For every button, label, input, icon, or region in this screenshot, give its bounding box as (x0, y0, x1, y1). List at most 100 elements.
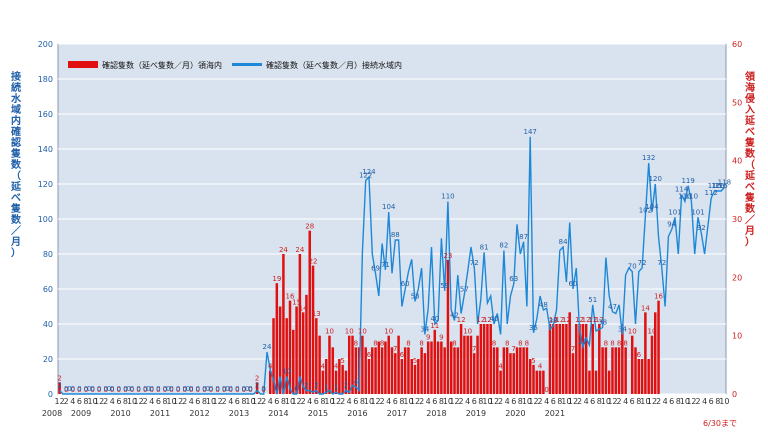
line-data-label: 71 (381, 261, 390, 269)
bar (430, 341, 433, 394)
x-month-tick-label: 10 (127, 397, 137, 406)
line-data-label: 2 (314, 382, 318, 390)
x-year-label: 2008 (42, 409, 62, 418)
line-data-label: 84 (559, 238, 568, 246)
x-month-tick-label: 2 (340, 397, 345, 406)
line-data-label: 27 (578, 338, 587, 346)
y-left-tick-label: 200 (38, 40, 53, 49)
bar (601, 347, 604, 394)
bar-data-label: 8 (610, 339, 614, 347)
x-month-tick-label: 4 (584, 397, 589, 406)
bar (594, 370, 598, 394)
x-month-tick-label: 6 (353, 397, 358, 406)
x-month-tick-label: 12 (94, 397, 104, 406)
bar (476, 335, 479, 394)
bar (318, 335, 321, 394)
bar-data-label: 0 (77, 386, 81, 394)
x-month-tick-label: 2 (656, 397, 661, 406)
line-data-label: 101 (691, 208, 704, 216)
line-data-label: 24 (262, 343, 271, 351)
line-data-label: 34 (618, 326, 627, 334)
bar-data-label: 0 (150, 386, 154, 394)
x-month-tick-label: 8 (320, 397, 325, 406)
bar (58, 382, 61, 394)
line-data-label: 0 (107, 385, 111, 393)
bar (634, 347, 637, 394)
bar (282, 254, 285, 394)
x-month-tick-label: 8 (715, 397, 720, 406)
line-data-label: 0 (71, 385, 75, 393)
x-month-tick-label: 2 (143, 397, 148, 406)
bar-data-label: 0 (215, 386, 219, 394)
x-year-label: 2017 (387, 409, 407, 418)
bar-data-label: 12 (555, 316, 564, 324)
bar (298, 254, 302, 394)
y-right-tick-label: 20 (732, 273, 742, 282)
x-month-tick-label: 6 (472, 397, 477, 406)
line-data-label: 119 (681, 177, 694, 185)
bar-data-label: 24 (279, 246, 288, 254)
axis-title-char: ） (745, 235, 755, 248)
line-data-label: 0 (205, 385, 209, 393)
y-left-tick-label: 40 (43, 320, 53, 329)
x-month-tick-label: 2 (103, 397, 108, 406)
line-data-label: 0 (150, 385, 154, 393)
bar-data-label: 0 (248, 386, 252, 394)
line-data-label: 38 (598, 319, 607, 327)
line-data-label: 2 (255, 382, 259, 390)
x-month-tick-label: 10 (285, 397, 295, 406)
bar-data-label: 5 (531, 357, 535, 365)
line-data-label: 0 (127, 385, 131, 393)
bar-data-label: 12 (457, 316, 466, 324)
bar-data-label: 0 (117, 386, 121, 394)
bar-data-label: 0 (123, 386, 127, 394)
line-data-label: 0 (182, 385, 186, 393)
bar (426, 341, 430, 394)
axis-title-char: 領 (744, 70, 756, 83)
line-data-label: 42 (450, 312, 459, 320)
bar (334, 370, 338, 394)
x-month-tick-label: 2 (695, 397, 700, 406)
line-data-label: 60 (401, 280, 410, 288)
bar (328, 335, 331, 394)
line-data-label: 110 (685, 193, 698, 201)
bar-data-label: 9 (426, 334, 430, 342)
line-data-label: 60 (569, 280, 578, 288)
x-month-tick-label: 4 (465, 397, 470, 406)
bar-data-label: 0 (110, 386, 114, 394)
bar-data-label: 0 (222, 386, 226, 394)
y-left-tick-label: 20 (43, 355, 53, 364)
bar-data-label: 12 (483, 316, 492, 324)
x-month-tick-label: 2 (222, 397, 227, 406)
x-year-label: 2011 (150, 409, 170, 418)
axis-title-char: 数 (745, 147, 756, 160)
line-data-label: 0 (143, 385, 147, 393)
bar-data-label: 2 (57, 374, 61, 382)
x-month-tick-label: 4 (623, 397, 628, 406)
x-month-tick-label: 12 (568, 397, 578, 406)
bar (617, 347, 621, 394)
x-year-label: 2009 (71, 409, 91, 418)
axis-title-char: べ (745, 181, 755, 193)
bar-data-label: 19 (272, 275, 281, 283)
y-left-tick-label: 80 (43, 250, 53, 259)
line-data-label: 0 (110, 385, 114, 393)
line-data-label: 124 (362, 168, 376, 176)
bar (640, 359, 644, 394)
bar (525, 347, 529, 394)
line-data-label: 63 (509, 275, 518, 283)
bar (364, 347, 367, 394)
x-month-tick-label: 4 (386, 397, 391, 406)
bar (417, 359, 420, 394)
x-month-tick-label: 4 (544, 397, 549, 406)
bar (407, 347, 410, 394)
line-data-label: 0 (242, 385, 246, 393)
x-month-tick-label: 6 (393, 397, 398, 406)
x-month-tick-label: 2 (419, 397, 424, 406)
bar-data-label: 0 (84, 386, 88, 394)
bar (305, 294, 308, 394)
line-data-label: 0 (186, 385, 190, 393)
bar (449, 341, 453, 394)
